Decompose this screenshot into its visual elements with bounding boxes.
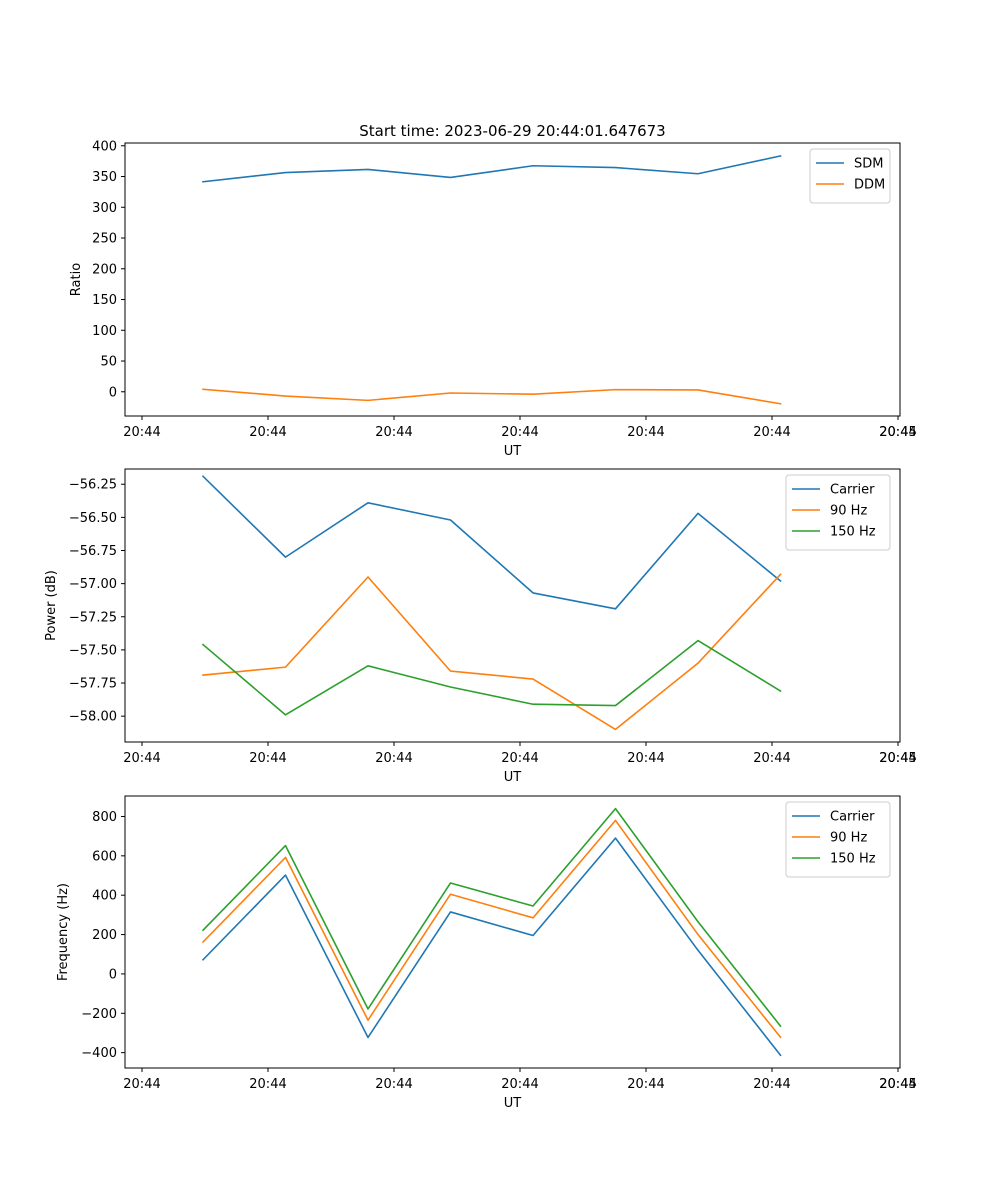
y-tick-label: −56.75 [69, 544, 117, 559]
y-tick-label: 0 [109, 385, 117, 400]
x-tick-label: 20:44 [123, 751, 160, 766]
figure-title: Start time: 2023-06-29 20:44:01.647673 [359, 122, 665, 140]
y-tick-label: 200 [92, 928, 117, 943]
x-tick-label: 20:44 [753, 751, 790, 766]
x-tick-label: 20:44 [249, 425, 286, 440]
series-line-sdm [202, 154, 782, 183]
legend-label: 150 Hz [830, 525, 876, 540]
x-tick-label: 20:44 [753, 425, 790, 440]
y-axis-label: Power (dB) [44, 570, 59, 641]
y-axis-label: Ratio [69, 263, 84, 296]
series-line-150-hz [201, 639, 782, 716]
series-line-carrier [201, 475, 782, 610]
legend-label: 90 Hz [830, 831, 867, 846]
y-tick-label: 150 [92, 293, 117, 308]
x-tick-label: 20:44 [375, 1077, 412, 1092]
y-tick-label: −58.00 [69, 710, 117, 725]
x-axis-label: UT [504, 770, 522, 785]
axes-frame [124, 468, 901, 743]
legend: Carrier 90 Hz 150 Hz [785, 801, 891, 878]
legend-label: Carrier [830, 483, 875, 498]
y-tick-label: 800 [92, 810, 117, 825]
x-tick-label: 20:44 [627, 425, 664, 440]
x-tick-label: 20:44 [375, 751, 412, 766]
x-tick-label: 20:45 [879, 751, 916, 766]
y-tick-label: 200 [92, 262, 117, 277]
x-axis-label: UT [504, 1096, 522, 1111]
x-tick-label: 20:45 [879, 1077, 916, 1092]
x-tick-label: 20:44 [375, 425, 412, 440]
legend-label: Carrier [830, 810, 875, 825]
y-axis-label: Frequency (Hz) [56, 883, 71, 981]
series-line-90-hz [201, 819, 782, 1039]
x-tick-label: 20:44 [501, 1077, 538, 1092]
y-tick-label: −57.50 [69, 643, 117, 658]
x-tick-label: 20:44 [123, 425, 160, 440]
legend-label: DDM [854, 178, 885, 193]
x-tick-label: 20:44 [501, 751, 538, 766]
y-tick-label: −56.25 [69, 478, 117, 493]
y-tick-label: −400 [81, 1046, 117, 1061]
legend-label: 90 Hz [830, 504, 867, 519]
series-line-ddm [202, 388, 782, 405]
series-line-150-hz [201, 807, 782, 1028]
y-tick-label: 300 [92, 201, 117, 216]
x-tick-label: 20:44 [879, 1077, 916, 1092]
y-tick-label: 400 [92, 889, 117, 904]
y-tick-label: −57.75 [69, 677, 117, 692]
subplot-2: 20:44 20:44 20:44 20:44 20:44 20:44 20:4420:45… [44, 468, 917, 785]
y-tick-label: 250 [92, 232, 117, 247]
subplots: 20:44 20:44 20:44 20:44 20:44 20:44 20:4420:45… [44, 139, 917, 1111]
legend-label: 150 Hz [830, 852, 876, 867]
y-tick-label: −57.25 [69, 610, 117, 625]
y-tick-label: 400 [92, 139, 117, 154]
y-tick-label: 50 [100, 355, 117, 370]
y-tick-label: 0 [109, 967, 117, 982]
x-tick-label: 20:44 [753, 1077, 790, 1092]
subplot-3: 20:44 20:44 20:44 20:44 20:44 20:44 20:4420:45… [56, 795, 917, 1111]
x-tick-label: 20:44 [627, 1077, 664, 1092]
x-tick-label: 20:44 [879, 425, 916, 440]
axes-frame [124, 142, 901, 417]
x-tick-label: 20:44 [501, 425, 538, 440]
y-tick-label: −57.00 [69, 577, 117, 592]
x-tick-label: 20:44 [249, 751, 286, 766]
x-tick-label: 20:44 [879, 751, 916, 766]
subplot-1: 20:44 20:44 20:44 20:44 20:44 20:44 20:4420:45… [69, 139, 917, 459]
legend: Carrier 90 Hz 150 Hz [785, 474, 891, 551]
series-line-90-hz [202, 573, 782, 731]
series-line-carrier [201, 837, 782, 1057]
x-tick-label: 20:44 [627, 751, 664, 766]
x-tick-label: 20:45 [879, 425, 916, 440]
x-tick-label: 20:44 [249, 1077, 286, 1092]
y-tick-label: 100 [92, 324, 117, 339]
y-tick-label: 350 [92, 170, 117, 185]
x-tick-label: 20:44 [123, 1077, 160, 1092]
y-tick-label: −200 [81, 1007, 117, 1022]
x-axis-label: UT [504, 444, 522, 459]
y-tick-label: 600 [92, 849, 117, 864]
legend: SDM DDM [809, 148, 891, 204]
axes-frame [124, 795, 901, 1069]
y-tick-label: −56.50 [69, 511, 117, 526]
legend-label: SDM [854, 157, 883, 172]
